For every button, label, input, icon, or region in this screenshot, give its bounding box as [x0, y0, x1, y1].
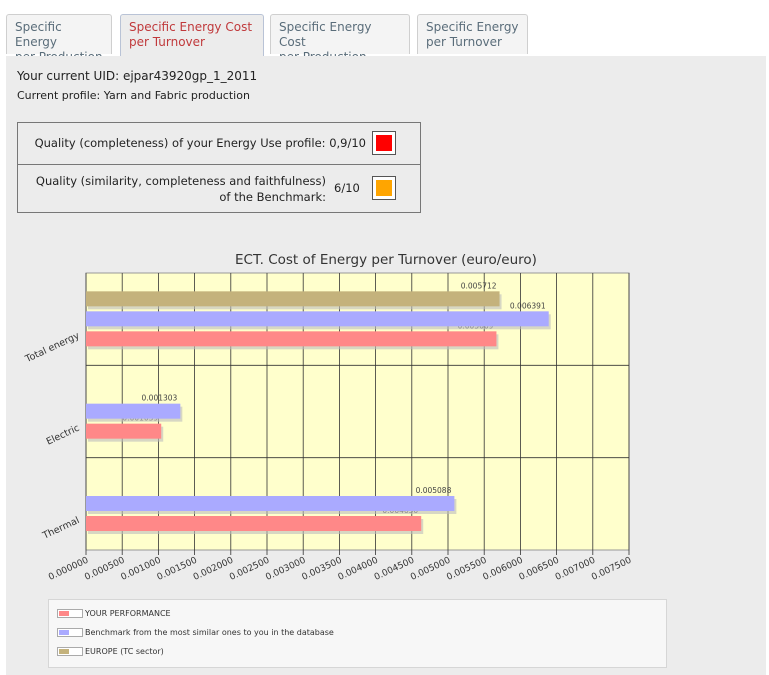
tab-label-line1: Specific Energy Cost: [279, 20, 372, 49]
quality-benchmark-indicator: [372, 176, 396, 200]
tab-specific-energy-per-production[interactable]: Specific Energy per Production: [6, 14, 112, 64]
bar-value-label: 0.006391: [510, 301, 546, 310]
quality-benchmark-label: Quality (similarity, completeness and fa…: [35, 174, 326, 203]
quality-benchmark-row: Quality (similarity, completeness and fa…: [18, 165, 420, 212]
x-tick-label: 0.000500: [83, 556, 126, 583]
tab-specific-energy-cost-per-turnover[interactable]: Specific Energy Cost per Turnover: [120, 14, 264, 58]
legend-label: EUROPE (TC sector): [85, 647, 164, 656]
x-tick-label: 0.002500: [228, 556, 271, 583]
x-tick-label: 0.003000: [264, 556, 307, 583]
x-tick-label: 0.004000: [337, 556, 380, 583]
bar-chart: 0.0000000.0005000.0010000.0015000.002000…: [23, 272, 634, 583]
x-tick-label: 0.005500: [445, 556, 488, 583]
bar-2-0: [86, 291, 500, 307]
current-uid: Your current UID: ejpar43920gp_1_2011: [17, 69, 258, 83]
x-tick-label: 0.006000: [482, 556, 525, 583]
bar-value-label: 0.005088: [416, 486, 452, 495]
legend-label: Benchmark from the most similar ones to …: [85, 628, 334, 637]
category-label: Thermal: [40, 515, 81, 542]
legend-label: YOUR PERFORMANCE: [85, 609, 171, 618]
tab-label-line2: per Turnover: [129, 35, 205, 49]
x-tick-label: 0.001000: [120, 556, 163, 583]
tab-label-line1: Specific Energy: [426, 20, 519, 34]
x-tick-label: 0.004500: [373, 556, 416, 583]
x-tick-label: 0.007000: [554, 556, 597, 583]
bar-value-label: 0.005712: [461, 281, 497, 290]
chart-legend: YOUR PERFORMANCE Benchmark from the most…: [48, 599, 667, 668]
x-tick-label: 0.007500: [590, 556, 633, 583]
tab-label-line1: Specific Energy: [15, 20, 62, 49]
x-tick-label: 0.003500: [301, 556, 344, 583]
bar-1-2: [86, 496, 455, 511]
quality-benchmark-value: 6/10: [334, 181, 360, 195]
tab-specific-energy-per-turnover[interactable]: Specific Energy per Turnover: [417, 14, 528, 54]
tab-label-line1: Specific Energy Cost: [129, 20, 253, 34]
x-tick-label: 0.006500: [518, 556, 561, 583]
bar-0-1: [86, 423, 162, 439]
x-tick-label: 0.005000: [409, 556, 452, 583]
quality-completeness-row: Quality (completeness) of your Energy Us…: [18, 123, 420, 165]
quality-completeness-label: Quality (completeness) of your Energy Us…: [34, 136, 366, 150]
x-tick-label: 0.001500: [156, 556, 199, 583]
quality-box: Quality (completeness) of your Energy Us…: [17, 122, 421, 213]
bar-0-2: [86, 516, 422, 531]
category-label: Total energy: [23, 330, 82, 365]
bar-0-0: [86, 331, 497, 347]
current-profile: Current profile: Yarn and Fabric product…: [17, 89, 250, 102]
content-panel: Your current UID: ejpar43920gp_1_2011 Cu…: [6, 56, 766, 675]
tab-label-line2: per Turnover: [426, 35, 502, 49]
quality-completeness-value: 0,9/10: [329, 136, 366, 150]
bar-1-1: [86, 403, 181, 419]
bar-value-label: 0.001303: [142, 394, 178, 403]
x-tick-label: 0.000000: [47, 556, 90, 583]
tab-specific-energy-cost-per-production[interactable]: Specific Energy Cost per Production: [270, 14, 410, 64]
quality-completeness-indicator: [372, 131, 396, 155]
category-label: Electric: [45, 423, 82, 448]
chart-title: ECT. Cost of Energy per Turnover (euro/e…: [235, 252, 537, 268]
x-tick-label: 0.002000: [192, 556, 235, 583]
bar-1-0: [86, 311, 549, 327]
